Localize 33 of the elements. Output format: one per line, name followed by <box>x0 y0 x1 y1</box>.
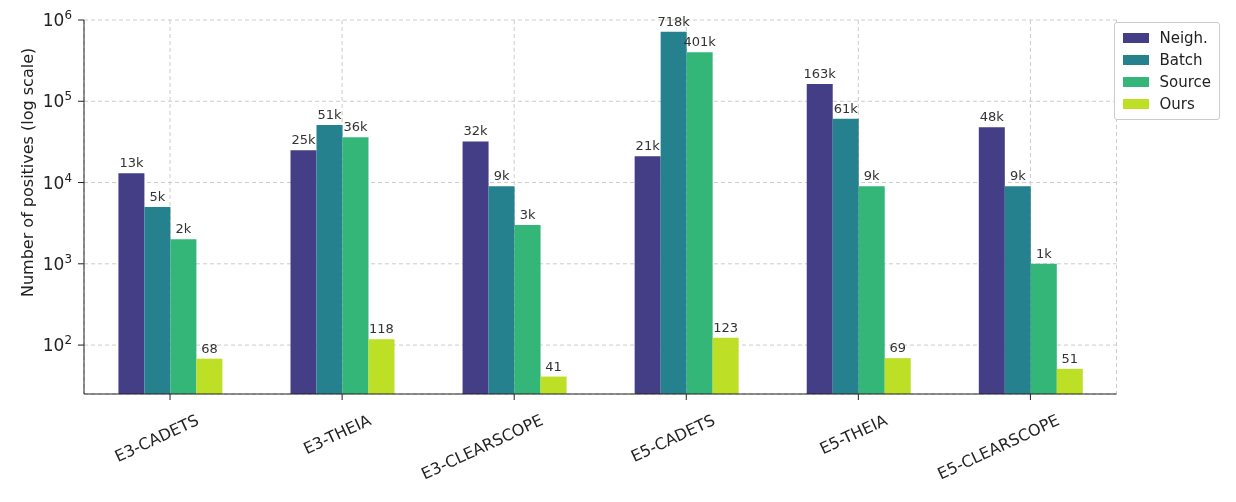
legend-label: Ours <box>1159 95 1195 113</box>
legend-label: Neigh. <box>1159 29 1208 47</box>
data-label: 48k <box>979 109 1005 125</box>
y-tick-label: 10$^{2}$ <box>42 333 72 356</box>
data-label: 123 <box>713 319 739 335</box>
data-label: 718k <box>657 13 691 29</box>
data-label: 9k <box>1009 168 1027 184</box>
data-label: 9k <box>863 168 881 184</box>
data-label: 51 <box>1061 350 1079 366</box>
data-label: 21k <box>635 138 661 154</box>
y-tick-label: 10$^{6}$ <box>42 8 72 30</box>
data-label: 3k <box>519 207 536 223</box>
data-label: 25k <box>291 132 316 148</box>
data-label: 69 <box>889 340 906 356</box>
data-label: 68 <box>201 340 218 356</box>
data-label: 51k <box>317 107 342 123</box>
data-label: 13k <box>119 155 144 171</box>
data-label: 32k <box>463 123 489 139</box>
y-tick-label: 10$^{4}$ <box>42 170 72 193</box>
data-label: 61k <box>833 100 859 116</box>
data-label: 41 <box>545 358 562 374</box>
data-label: 2k <box>175 221 192 237</box>
data-label: 118 <box>369 321 394 337</box>
legend-label: Source <box>1159 73 1211 91</box>
data-label: 36k <box>343 119 368 135</box>
data-label: 9k <box>493 168 510 184</box>
data-label: 163k <box>803 66 837 82</box>
y-tick-label: 10$^{3}$ <box>42 251 72 274</box>
legend-label: Batch <box>1159 51 1203 69</box>
data-label: 5k <box>149 189 166 204</box>
data-label: 1k <box>1035 245 1053 261</box>
y-tick-label: 10$^{5}$ <box>42 89 72 112</box>
y-axis-title: Number of positives (log scale) <box>17 47 37 297</box>
